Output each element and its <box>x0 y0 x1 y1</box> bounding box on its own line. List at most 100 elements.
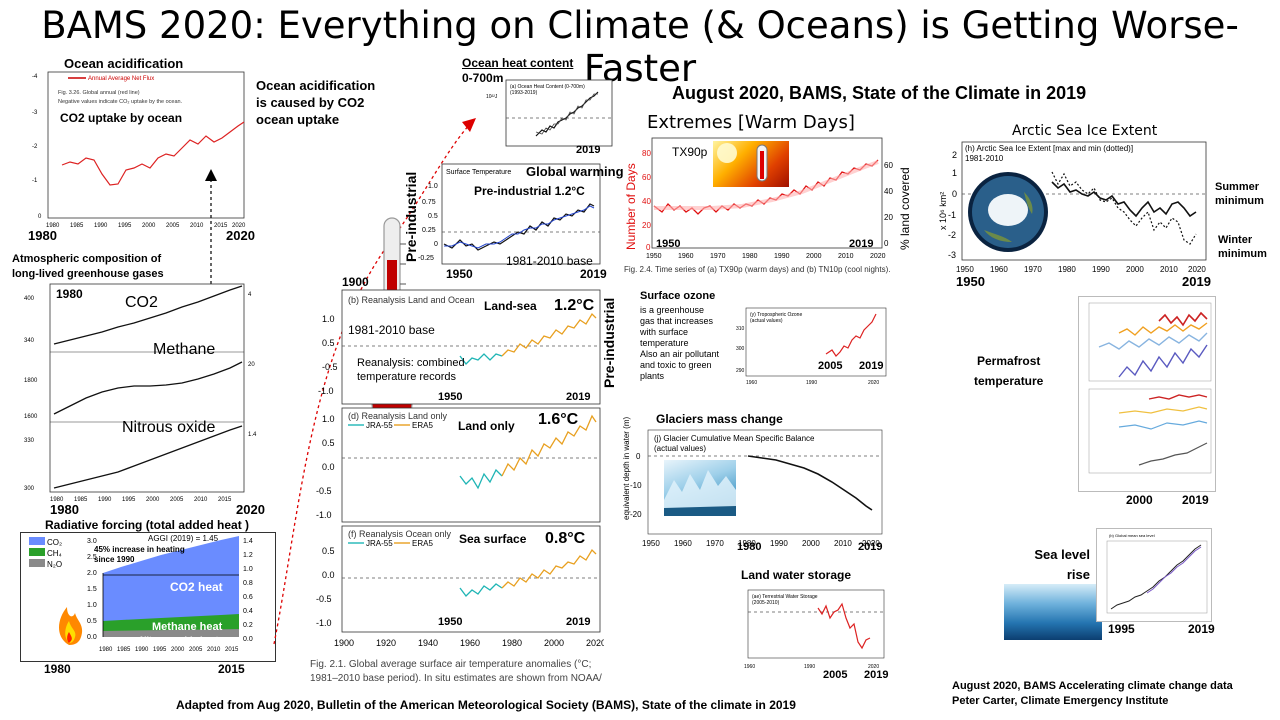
ghg-y-tick: 300 <box>24 486 35 492</box>
arctic-summer-line-label: Summer <box>1215 181 1260 193</box>
gw-x-start: 1950 <box>446 267 473 281</box>
lws-x-tick: 1960 <box>744 664 755 670</box>
ozone-heading: Surface ozone <box>640 290 716 302</box>
ozone-desc-line: with surface <box>640 327 689 337</box>
lws-line <box>817 602 871 650</box>
permafrost-heading-line: Permafrost <box>977 354 1041 368</box>
extremes-start: 1950 <box>656 238 681 250</box>
gw-x-end: 2019 <box>580 267 607 281</box>
acid-y-tick-1: -1 <box>32 178 38 184</box>
ohc-chart: (a) Ocean Heat Content (0-700m) (1993-20… <box>484 78 616 152</box>
acid-x-tick: 1985 <box>70 223 84 229</box>
extremes-x-tick: 1990 <box>774 253 790 260</box>
arctic-globe-icon <box>968 172 1048 252</box>
sealevel-end: 2019 <box>1188 622 1215 636</box>
acid-y-tick-3: -3 <box>32 110 38 116</box>
sealevel-inner-title: (b) Global mean sea level <box>1109 533 1155 538</box>
sat-chart: 1.0 0.5 -0.5 -1.0 1.0 0.5 0.0 -0.5 -1.0 … <box>310 288 604 654</box>
rf-x-tick: 2005 <box>189 647 203 653</box>
ozone-start: 2005 <box>818 360 843 372</box>
ozone-x-tick: 1960 <box>746 380 757 386</box>
acid-x-tick: 1990 <box>94 223 108 229</box>
gw-y-tick: 0.5 <box>428 213 438 220</box>
extremes-y-tick: 80 <box>642 149 651 158</box>
sat-y-tick: 1.0 <box>322 314 335 324</box>
ohc-depth: 0-700m <box>462 71 504 85</box>
acid-x-tick: 2020 <box>232 223 246 229</box>
arctic-inner-line: 1981-2010 <box>965 154 1004 163</box>
permafrost-series-1 <box>1158 311 1208 327</box>
lws-x-tick: 2020 <box>868 664 879 670</box>
extremes-end: 2019 <box>849 238 874 250</box>
extremes-heading: Extremes [Warm Days] <box>647 112 855 133</box>
acid-neg-note: Negative values indicate CO₂ uptake by t… <box>58 99 183 105</box>
extremes-coverage-band <box>654 160 879 210</box>
ghg-y-tick: 330 <box>24 438 35 444</box>
acid-flux-line <box>61 121 245 186</box>
acid-y-tick-0: 0 <box>38 214 42 220</box>
gw-inner-title: Surface Temperature <box>446 169 511 176</box>
extremes-y2-tick: 40 <box>884 187 893 196</box>
extremes-y-tick: 20 <box>642 221 651 230</box>
ghg-x-tick: 1990 <box>98 497 112 503</box>
rf-aggi: AGGI (2019) = 1.45 <box>148 534 219 543</box>
arctic-y-tick: 1 <box>952 168 957 178</box>
extremes-y-tick: 60 <box>642 173 651 182</box>
glacier-x-tick: 2010 <box>834 539 852 548</box>
ohc-y-unit: 10²²J <box>486 94 498 100</box>
rf-x-tick: 1985 <box>117 647 131 653</box>
acid-x-tick: 2010 <box>190 223 204 229</box>
n2o-label: Nitrous oxide <box>122 419 216 436</box>
rf-y-tick: 3.0 <box>87 538 97 545</box>
rf-y2-tick: 1.0 <box>243 566 253 573</box>
ohc-end: 2019 <box>576 144 601 156</box>
gw-y-tick: -0.25 <box>418 255 434 262</box>
permafrost-start: 2000 <box>1126 493 1153 507</box>
sat-reanalysis-note: Reanalysis: combined temperature records <box>357 356 465 384</box>
sat-ocean-jra-line <box>459 583 503 597</box>
gw-y-tick: 0.75 <box>422 199 436 206</box>
footer-source: Adapted from Aug 2020, Bulletin of the A… <box>176 698 796 712</box>
ghg-x-tick: 1980 <box>50 497 64 503</box>
acid-legend: Annual Average Net Flux <box>88 76 154 82</box>
sat-legend-era: ERA5 <box>412 421 433 430</box>
acid-cause-line: Ocean acidification <box>256 78 376 93</box>
extremes-y2-tick: 20 <box>884 213 893 222</box>
arctic-x-tick: 1990 <box>1092 265 1110 274</box>
rf-x-tick: 2010 <box>207 647 221 653</box>
ghg-x-tick: 2010 <box>194 497 208 503</box>
gw-y-tick: 0 <box>434 241 438 248</box>
acid-uptake-label: CO2 uptake by ocean <box>60 111 183 125</box>
bams-header: August 2020, BAMS, State of the Climate … <box>672 83 1087 103</box>
page-title: BAMS 2020: Everything on Climate (& Ocea… <box>41 4 1239 90</box>
rf-increase-note: 45% increase in heating since 1990 <box>94 545 185 565</box>
arctic-heading: Arctic Sea Ice Extent <box>1012 123 1158 139</box>
sat-y-tick: -0.5 <box>316 486 332 496</box>
sat-y-tick: -1.0 <box>318 386 334 396</box>
ozone-x-tick: 2020 <box>868 380 879 386</box>
acid-x-tick: 1980 <box>46 223 60 229</box>
acid-x-tick: 2000 <box>142 223 156 229</box>
glacier-balance-line <box>747 455 873 511</box>
extremes-inner-title: TX90p <box>672 145 708 159</box>
ghg-x-tick: 2005 <box>170 497 184 503</box>
glacier-inner-title: (j) Glacier Cumulative Mean Specific Bal… <box>654 434 815 454</box>
sat-y-tick: 0.0 <box>322 570 335 580</box>
arctic-winter-line <box>1051 171 1197 245</box>
ghg-heading-line: long-lived greenhouse gases <box>12 268 164 280</box>
ghg-y2-tick: 4 <box>248 292 252 298</box>
extremes-y2-label: % land covered <box>898 167 912 250</box>
rf-x-tick: 2015 <box>225 647 239 653</box>
fire-icon <box>59 607 83 645</box>
sat-y-tick: 0.5 <box>322 338 335 348</box>
rf-y-tick: 0.5 <box>87 618 97 625</box>
gw-y-tick: 1.0 <box>428 183 438 190</box>
sat-panel-2-value: 1.6°C <box>538 411 579 428</box>
sat-year-1900: 1900 <box>342 275 369 289</box>
ozone-desc-line: plants <box>640 371 665 381</box>
rf-y2-tick: 0.0 <box>243 636 253 643</box>
arctic-y-tick: -3 <box>948 250 956 260</box>
gw-base-label: 1981-2010 base <box>506 254 593 268</box>
rf-y-tick: 0.0 <box>87 634 97 641</box>
sat-x-tick: 1940 <box>418 638 438 648</box>
